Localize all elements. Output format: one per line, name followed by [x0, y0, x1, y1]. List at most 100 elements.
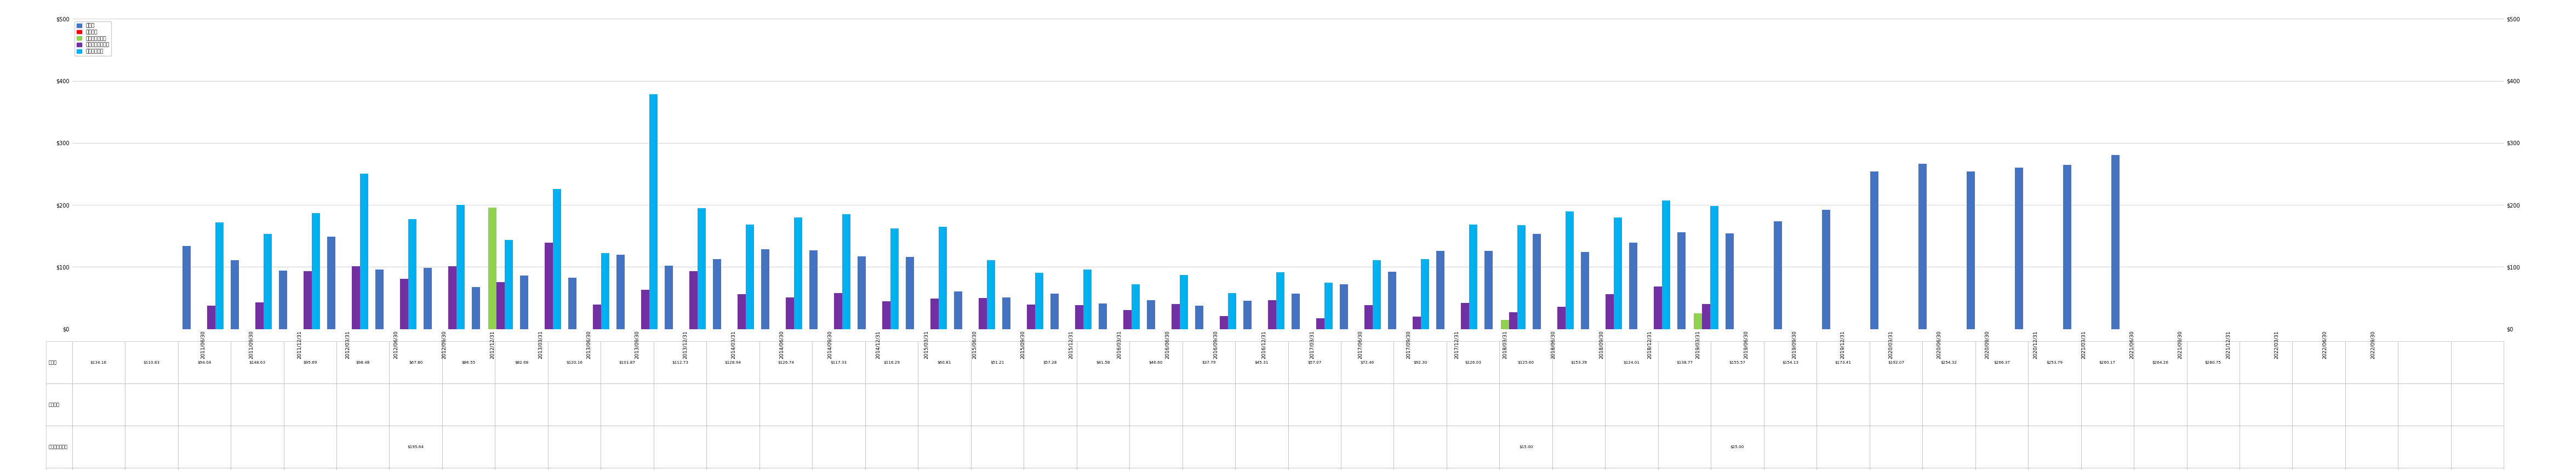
Bar [649, 94, 657, 329]
Bar [410, 219, 417, 329]
Bar [1365, 306, 1373, 329]
Bar [698, 208, 706, 329]
Bar [641, 290, 649, 329]
Bar [312, 213, 319, 329]
Bar [600, 253, 611, 329]
Bar [793, 218, 801, 329]
Bar [1703, 304, 1710, 329]
Bar [327, 237, 335, 329]
Bar [786, 298, 793, 329]
Bar [1244, 301, 1252, 329]
Bar [1502, 320, 1510, 329]
Bar [1267, 300, 1275, 329]
Bar [714, 259, 721, 329]
Bar [232, 260, 240, 329]
Bar [1074, 305, 1084, 329]
Bar [505, 240, 513, 329]
Bar [1437, 251, 1445, 329]
Bar [1870, 171, 1878, 329]
Bar [1662, 201, 1669, 329]
Bar [747, 225, 755, 329]
Bar [1582, 252, 1589, 329]
Bar [1517, 225, 1525, 329]
Bar [1510, 312, 1517, 329]
Bar [520, 275, 528, 329]
Bar [987, 260, 994, 329]
Bar [1340, 284, 1347, 329]
Legend: 買掛金, 繰延収益, 短期有利子負債, その他の流動負債, 流動負債合計: 買掛金, 繰延収益, 短期有利子負債, その他の流動負債, 流動負債合計 [75, 21, 111, 56]
Bar [1229, 293, 1236, 329]
Bar [361, 174, 368, 329]
Bar [1221, 316, 1229, 329]
Bar [489, 208, 497, 329]
Bar [930, 298, 938, 329]
Bar [1628, 243, 1638, 329]
Bar [183, 246, 191, 329]
Bar [278, 271, 289, 329]
Bar [544, 243, 554, 329]
Bar [1677, 233, 1685, 329]
Bar [497, 282, 505, 329]
Bar [1919, 164, 1927, 329]
Bar [1316, 318, 1324, 329]
Bar [1051, 293, 1059, 329]
Bar [376, 270, 384, 329]
Bar [1726, 234, 1734, 329]
Bar [1131, 284, 1139, 329]
Bar [737, 294, 747, 329]
Bar [304, 271, 312, 329]
Bar [842, 214, 850, 329]
Bar [762, 249, 770, 329]
Bar [1484, 251, 1492, 329]
Bar [1695, 313, 1703, 329]
Bar [907, 257, 914, 329]
Bar [554, 189, 562, 329]
Bar [938, 227, 948, 329]
Bar [448, 266, 456, 329]
Bar [1821, 210, 1829, 329]
Bar [858, 256, 866, 329]
Bar [1275, 272, 1285, 329]
Bar [471, 287, 479, 329]
Bar [353, 266, 361, 329]
Bar [1422, 259, 1430, 329]
Bar [1195, 306, 1203, 329]
Bar [1291, 294, 1301, 329]
Bar [953, 291, 963, 329]
Bar [1566, 212, 1574, 329]
Bar [891, 228, 899, 329]
Bar [1468, 225, 1476, 329]
Bar [1710, 206, 1718, 329]
Bar [216, 222, 224, 329]
Bar [569, 278, 577, 329]
Bar [1613, 217, 1623, 329]
Bar [979, 298, 987, 329]
Bar [809, 251, 817, 329]
Bar [1388, 272, 1396, 329]
Bar [1775, 221, 1783, 329]
Bar [1412, 317, 1422, 329]
Bar [616, 254, 626, 329]
Bar [1605, 294, 1613, 329]
Bar [263, 234, 273, 329]
Bar [456, 205, 464, 329]
Bar [1100, 303, 1108, 329]
Bar [1028, 305, 1036, 329]
Bar [255, 303, 263, 329]
Bar [1461, 303, 1468, 329]
Bar [2063, 165, 2071, 329]
Bar [206, 306, 216, 329]
Bar [2014, 168, 2022, 329]
Bar [1558, 307, 1566, 329]
Bar [2112, 155, 2120, 329]
Bar [399, 279, 410, 329]
Bar [1180, 275, 1188, 329]
Bar [881, 301, 891, 329]
Bar [1036, 273, 1043, 329]
Bar [1965, 172, 1976, 329]
Bar [1002, 297, 1010, 329]
Bar [1123, 310, 1131, 329]
Bar [422, 268, 433, 329]
Bar [1324, 283, 1332, 329]
Bar [1172, 304, 1180, 329]
